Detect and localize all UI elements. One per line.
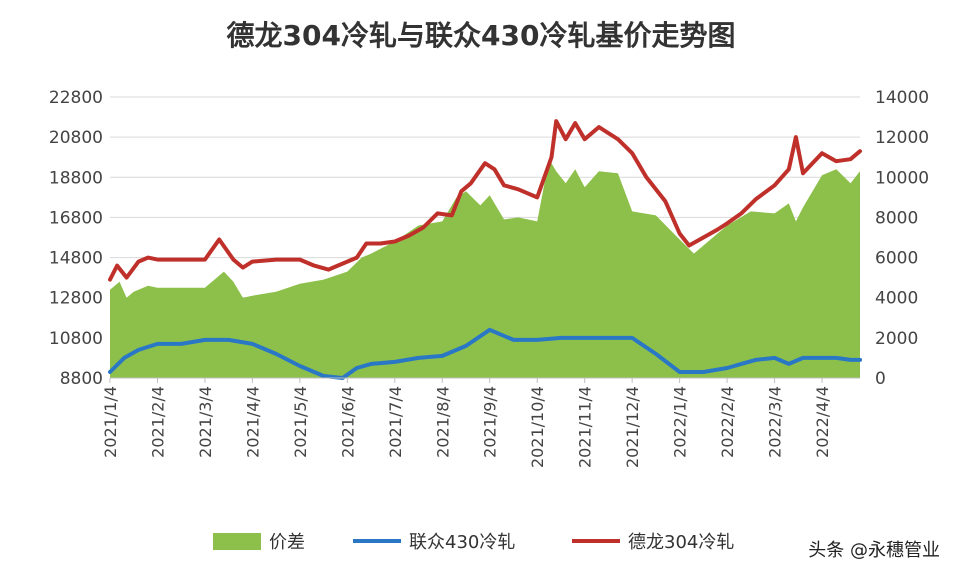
x-tick-label: 2021/3/4 — [196, 386, 215, 458]
left-tick-label: 8800 — [60, 369, 103, 389]
right-tick-label: 4000 — [875, 289, 918, 309]
x-tick-label: 2021/8/4 — [433, 386, 452, 458]
x-tick-label: 2022/4/4 — [813, 386, 832, 458]
left-tick-label: 18800 — [49, 168, 103, 188]
right-tick-label: 6000 — [875, 249, 918, 269]
x-tick-label: 2021/11/4 — [576, 386, 595, 468]
x-tick-label: 2021/4/4 — [243, 386, 262, 458]
x-axis: 2021/1/4 2021/2/4 2021/3/4 2021/4/4 2021/5/4… — [101, 377, 860, 468]
right-tick-label: 12000 — [875, 128, 929, 148]
right-tick-label: 8000 — [875, 208, 918, 228]
left-tick-label: 20800 — [49, 128, 103, 148]
x-tick-label: 2022/3/4 — [766, 386, 785, 458]
right-tick-label: 10000 — [875, 168, 929, 188]
series-line-1 — [108, 327, 862, 380]
watermark-credit: 头条 @永穗管业 — [808, 540, 940, 561]
left-axis: 8800 10800 12800 14800 16800 18800 20800 22800 — [49, 88, 103, 389]
series-area-group — [110, 159, 860, 378]
left-tick-label: 10800 — [49, 329, 103, 349]
left-tick-label: 12800 — [49, 289, 103, 309]
series-line-2 — [108, 119, 862, 282]
right-tick-label: 2000 — [875, 329, 918, 349]
x-tick-label: 2021/10/4 — [528, 386, 547, 468]
x-tick-label: 2021/9/4 — [481, 386, 500, 458]
series-area-0 — [110, 159, 860, 378]
legend-label: 德龙304冷轧 — [628, 532, 734, 553]
legend-label: 价差 — [269, 532, 305, 553]
x-tick-label: 2021/12/4 — [623, 386, 642, 468]
x-tick-label: 2021/5/4 — [291, 386, 310, 458]
series-line-group — [108, 119, 862, 380]
legend-label: 联众430冷轧 — [409, 532, 515, 553]
x-tick-label: 2021/6/4 — [338, 386, 357, 458]
right-axis: 0 2000 4000 6000 8000 10000 12000 14000 — [875, 88, 929, 389]
chart-title: 德龙304冷轧与联众430冷轧基价走势图 — [226, 19, 736, 52]
legend-swatch — [213, 533, 261, 550]
x-tick-label: 2022/1/4 — [671, 386, 690, 458]
x-tick-label: 2021/7/4 — [386, 386, 405, 458]
left-tick-label: 16800 — [49, 208, 103, 228]
right-tick-label: 14000 — [875, 88, 929, 108]
left-tick-label: 22800 — [49, 88, 103, 108]
legend: 价差 联众430冷轧 德龙304冷轧 — [213, 532, 734, 553]
x-tick-label: 2021/2/4 — [148, 386, 167, 458]
left-tick-label: 14800 — [49, 249, 103, 269]
right-tick-label: 0 — [875, 369, 886, 389]
x-tick-label: 2022/2/4 — [718, 386, 737, 458]
x-tick-label: 2021/1/4 — [101, 386, 120, 458]
